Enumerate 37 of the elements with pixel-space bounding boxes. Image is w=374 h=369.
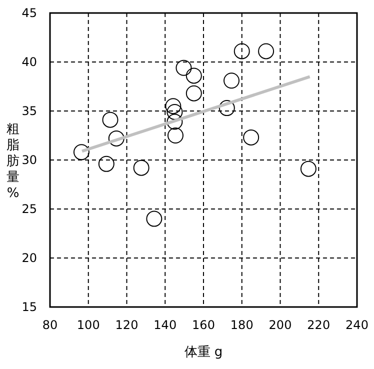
- x-tick-label: 200: [268, 318, 292, 332]
- x-tick-label: 80: [42, 318, 58, 332]
- x-tick-label: 140: [154, 318, 177, 332]
- y-tick-label: 30: [22, 153, 37, 167]
- y-tick-label: 25: [22, 202, 37, 216]
- point: [166, 114, 183, 130]
- x-tick-label: 220: [307, 318, 330, 332]
- point: [166, 104, 183, 120]
- point: [73, 144, 90, 160]
- point: [167, 128, 184, 144]
- x-tick-label: 120: [115, 318, 138, 332]
- y-tick-label: 20: [22, 251, 37, 265]
- point: [258, 43, 274, 60]
- point: [186, 68, 202, 84]
- point: [186, 85, 202, 102]
- y-tick-label: 35: [22, 104, 37, 118]
- point: [218, 100, 235, 116]
- x-axis-title: 体重 g: [184, 345, 223, 360]
- x-tick-label: 180: [230, 318, 254, 332]
- point: [176, 60, 192, 76]
- point: [98, 156, 114, 172]
- y-tick-label: 40: [22, 55, 37, 69]
- point: [102, 112, 118, 128]
- point: [224, 72, 240, 89]
- y-axis-title: 粗脂肪量%: [6, 122, 20, 201]
- point: [146, 210, 162, 227]
- point: [108, 130, 124, 146]
- point: [300, 160, 316, 177]
- point: [133, 160, 150, 176]
- y-tick-label: 45: [22, 6, 37, 20]
- y-tick-label: 15: [22, 300, 37, 314]
- x-tick-label: 240: [346, 318, 368, 332]
- x-tick-label: 160: [192, 318, 215, 332]
- point: [243, 129, 260, 146]
- x-tick-label: 100: [76, 318, 100, 332]
- point: [234, 43, 250, 60]
- point: [165, 98, 182, 114]
